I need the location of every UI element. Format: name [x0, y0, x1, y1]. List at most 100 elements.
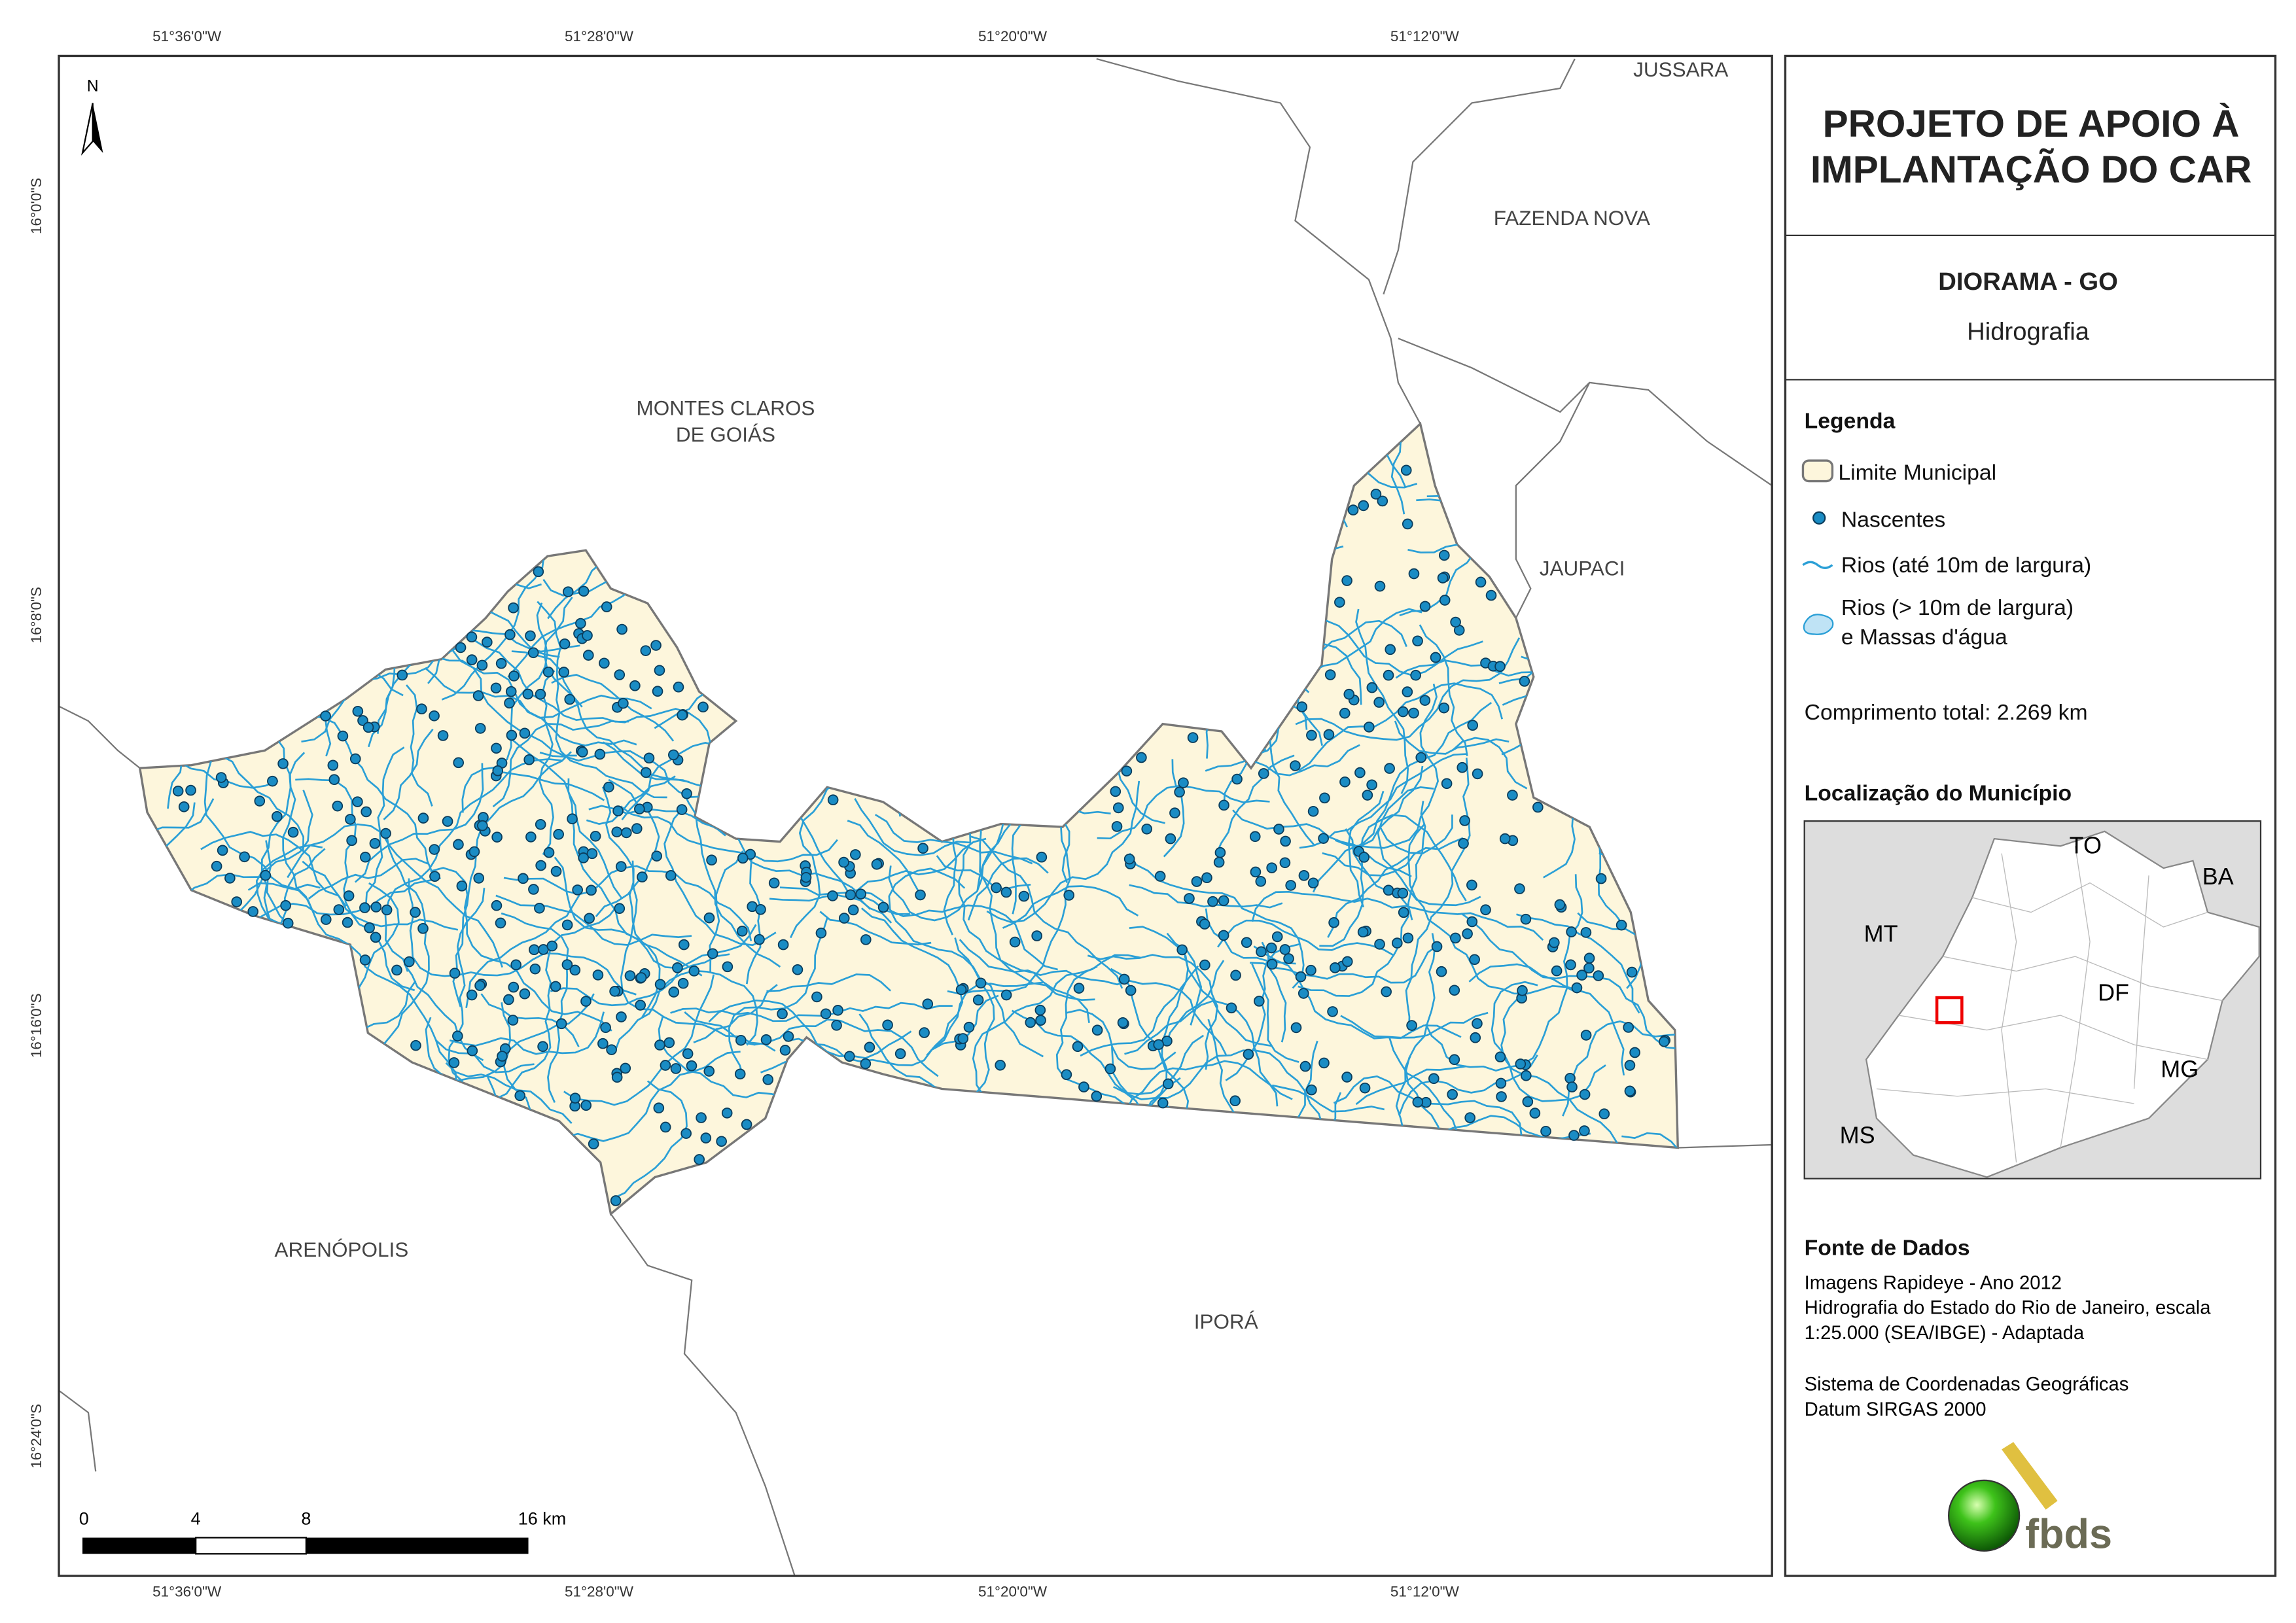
coordinate-label: 16°8'0"S: [28, 587, 44, 643]
river: [745, 857, 762, 985]
spring: [528, 944, 540, 956]
river: [539, 670, 556, 856]
spring: [1439, 595, 1451, 606]
coordinate-label: 16°0'0"S: [28, 178, 44, 234]
spring: [919, 1027, 930, 1038]
spring: [871, 858, 883, 870]
spring: [995, 1059, 1006, 1071]
river: [684, 1011, 939, 1077]
river: [1621, 1072, 1678, 1191]
spring: [1520, 913, 1532, 925]
spring: [864, 1041, 875, 1053]
spring: [975, 977, 987, 989]
river: [1352, 701, 1492, 851]
scale-label: 4: [191, 1509, 201, 1528]
river: [979, 818, 1095, 1001]
spring: [380, 828, 391, 839]
spring: [1117, 1017, 1129, 1028]
spring: [844, 1051, 855, 1062]
spring: [282, 917, 294, 929]
spring: [369, 837, 381, 849]
spring: [594, 748, 606, 760]
river: [986, 780, 1140, 924]
spring: [1354, 767, 1366, 778]
spring: [523, 754, 535, 765]
spring: [820, 1008, 832, 1020]
spring: [1469, 954, 1480, 966]
spring: [1514, 883, 1525, 894]
spring: [416, 703, 427, 715]
inset-municipalities: [1876, 846, 2223, 1163]
spring: [211, 860, 222, 872]
legend-item: Nascentes: [1841, 507, 1945, 532]
spring: [1595, 873, 1607, 884]
spring: [1583, 962, 1595, 974]
scale-label: 8: [301, 1509, 311, 1528]
river: [1312, 684, 1439, 893]
spring: [860, 934, 872, 945]
river: [1298, 801, 1426, 997]
river: [874, 814, 1033, 865]
spring: [1554, 899, 1566, 911]
spring: [1565, 959, 1576, 971]
spring: [1568, 1130, 1580, 1141]
spring: [703, 912, 715, 924]
river: [1217, 919, 1395, 957]
spring: [606, 1044, 617, 1055]
river: [1129, 884, 1283, 909]
river: [364, 746, 405, 906]
spring: [535, 688, 546, 700]
spring: [1279, 857, 1291, 869]
river: [1214, 754, 1295, 856]
neighbor-boundaries: [59, 58, 1773, 1577]
spring: [1091, 1091, 1103, 1102]
spring: [508, 602, 519, 614]
spring: [855, 888, 866, 900]
spring: [1347, 504, 1359, 515]
spring: [1063, 890, 1075, 901]
spring: [449, 968, 461, 979]
river: [967, 857, 1049, 921]
spring: [404, 956, 415, 968]
location-marker: [1935, 996, 1964, 1024]
spring: [332, 800, 344, 812]
river: [1225, 943, 1300, 1081]
spring: [476, 659, 488, 671]
spring: [584, 913, 595, 924]
spring: [1459, 815, 1470, 826]
spring: [215, 772, 227, 783]
spring: [1299, 1060, 1311, 1072]
spring: [558, 667, 570, 678]
sources-title: Fonte de Dados: [1805, 1236, 1970, 1261]
panel-frame: [1784, 54, 2277, 1577]
spring: [1265, 942, 1277, 954]
spring: [1318, 833, 1329, 844]
river: [708, 999, 912, 1059]
spring: [882, 1019, 893, 1031]
spring: [410, 1039, 421, 1051]
spring: [280, 899, 291, 911]
river: [543, 597, 583, 708]
river: [1319, 814, 1467, 947]
municipal-boundary: [138, 421, 1679, 1216]
spring: [603, 781, 614, 793]
river: [588, 805, 726, 837]
spring: [838, 913, 850, 924]
spring: [616, 623, 627, 635]
spring: [562, 586, 574, 597]
spring: [535, 818, 546, 830]
spring: [1624, 1060, 1636, 1071]
spring: [448, 1057, 460, 1068]
spring: [391, 964, 402, 976]
spring: [1626, 966, 1638, 978]
spring: [588, 1138, 599, 1149]
spring: [1494, 1051, 1506, 1063]
spring: [1184, 893, 1195, 904]
spring: [345, 814, 356, 825]
spring: [343, 890, 355, 901]
coordinate-label: 16°16'0"S: [28, 993, 44, 1058]
spring: [1566, 1081, 1578, 1092]
spring: [777, 939, 789, 951]
spring: [1072, 1041, 1084, 1053]
spring: [553, 829, 564, 840]
